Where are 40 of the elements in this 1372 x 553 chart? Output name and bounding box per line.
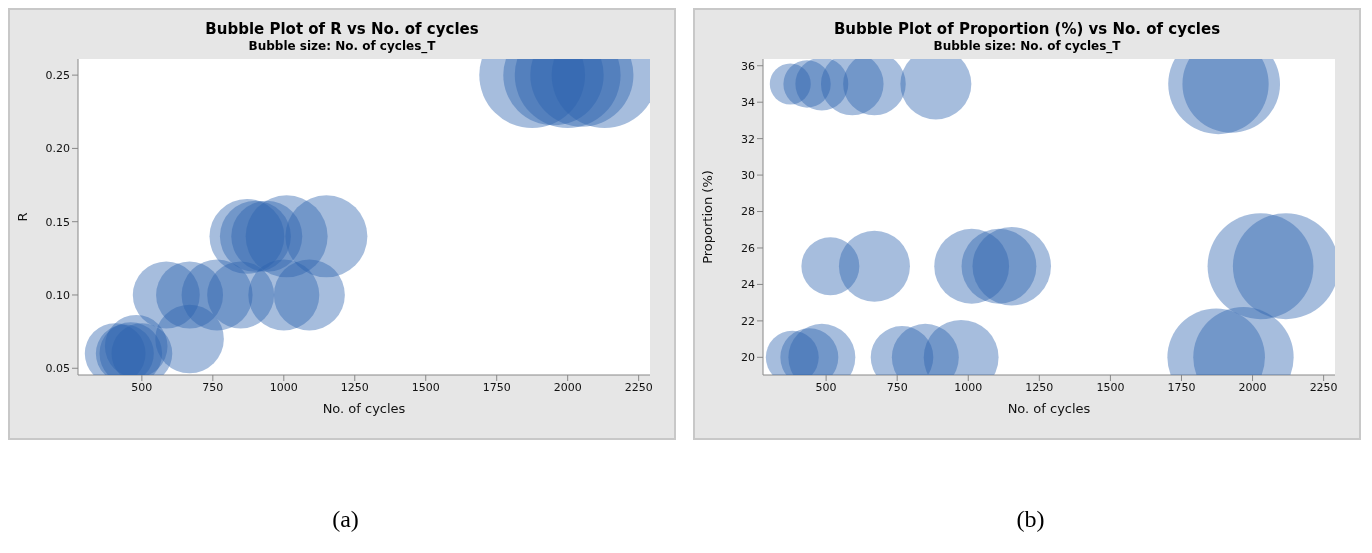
chart-subtitle: Bubble size: No. of cycles_T — [247, 39, 437, 53]
x-tick-label: 1750 — [482, 380, 511, 394]
x-tick-label: 750 — [886, 380, 908, 394]
x-tick-label: 1500 — [1096, 380, 1125, 394]
x-tick-label: 1750 — [1167, 380, 1196, 394]
y-tick-label: 22 — [741, 314, 755, 328]
x-tick-label: 1250 — [340, 380, 369, 394]
y-tick-label: 0.10 — [45, 288, 70, 302]
y-tick-label: 28 — [741, 205, 755, 219]
x-tick-label: 2000 — [1238, 380, 1267, 394]
x-tick-label: 1000 — [269, 380, 298, 394]
chart-title: Bubble Plot of Proportion (%) vs No. of cycles — [832, 19, 1222, 38]
y-tick-label: 0.25 — [45, 69, 70, 83]
y-tick-label: 20 — [741, 351, 755, 365]
x-tick-label: 2000 — [553, 380, 582, 394]
x-tick-label: 2250 — [1309, 380, 1338, 394]
y-tick-label: 0.15 — [45, 215, 70, 229]
x-tick-label: 750 — [202, 380, 224, 394]
chart-title: Bubble Plot of R vs No. of cycles — [204, 19, 480, 38]
y-tick-label: 26 — [741, 241, 755, 255]
y-axis-title: R — [14, 212, 30, 222]
text: (b) — [1015, 506, 1046, 533]
x-tick-label: 1000 — [954, 380, 983, 394]
y-tick-label: 34 — [741, 96, 755, 110]
y-tick-label: 32 — [741, 132, 755, 146]
chart-subtitle: Bubble size: No. of cycles_T — [932, 39, 1122, 53]
x-tick-label: 500 — [131, 380, 153, 394]
x-axis-title: No. of cycles — [1007, 401, 1091, 416]
y-tick-label: 0.20 — [45, 142, 70, 156]
y-tick-label: 36 — [741, 59, 755, 73]
y-tick-label: 24 — [741, 278, 755, 292]
x-tick-label: 2250 — [624, 380, 653, 394]
y-tick-label: 0.05 — [45, 362, 70, 376]
y-axis-title: Proportion (%) — [699, 170, 715, 264]
x-axis-title: No. of cycles — [322, 401, 406, 416]
x-tick-label: 1500 — [411, 380, 440, 394]
x-tick-label: 1250 — [1025, 380, 1054, 394]
text: (a) — [331, 506, 360, 533]
x-tick-label: 500 — [815, 380, 837, 394]
y-tick-label: 30 — [741, 168, 755, 182]
